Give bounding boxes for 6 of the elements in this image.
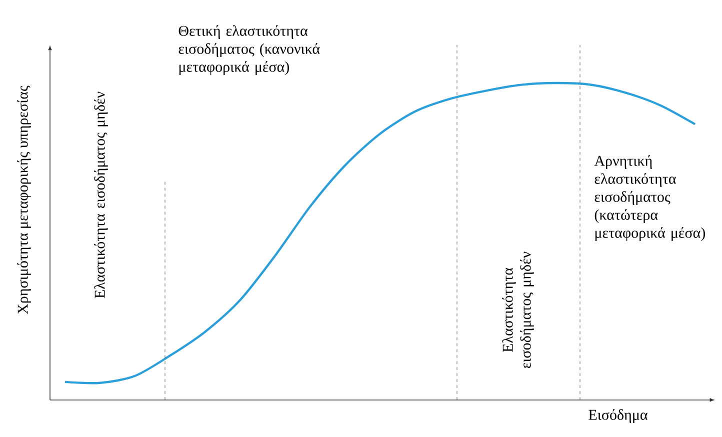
annotation: Ελαστικότητα εισοδήματος μηδέν (94, 92, 108, 298)
annotation: Αρνητική ελαστικότητα εισοδήματος (κατώτερα μεταφορικά μέσα) (594, 155, 706, 241)
text: Θετική ελαστικότητα εισοδήματος (κανονικά μεταφορικά μέσα) (178, 25, 320, 75)
x-axis-title: Εισόδημα (588, 409, 648, 423)
annotation: Ελαστικότητα εισοδήματος μηδέν (502, 252, 534, 368)
y-axis-title: Χρησιμότητα μεταφορικής υπηρεσίας (17, 86, 31, 314)
